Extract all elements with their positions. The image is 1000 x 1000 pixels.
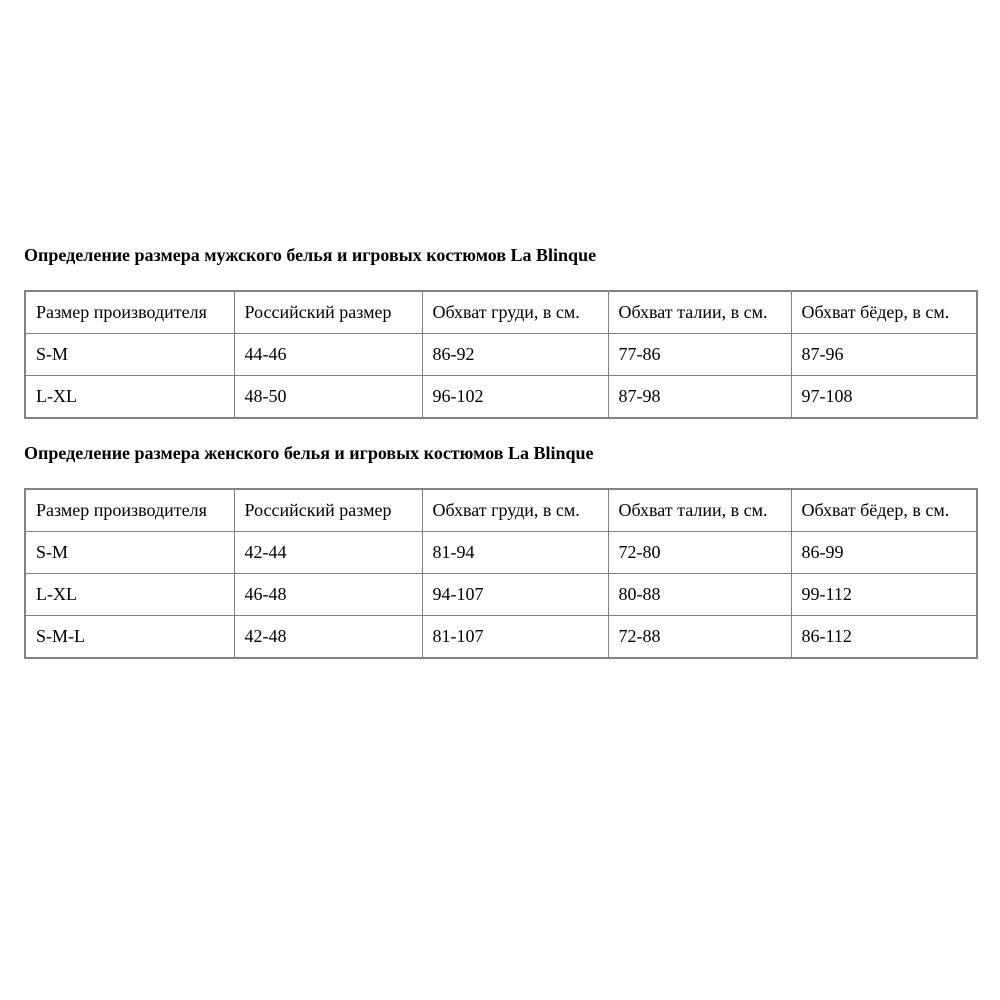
table-row: S-M 42-44 81-94 72-80 86-99 [24,531,978,574]
data-cell: 72-88 [607,615,792,659]
men-table-header-row: Размер производителя Российский размер О… [24,290,978,334]
size-chart-page: Определение размера мужского белья и игр… [24,245,978,659]
header-cell-waist: Обхват талии, в см. [607,290,792,334]
data-cell: 77-86 [607,333,792,376]
data-cell: 48-50 [233,375,423,419]
table-row: L-XL 46-48 94-107 80-88 99-112 [24,573,978,616]
header-cell-chest: Обхват груди, в см. [421,290,609,334]
women-size-table-title: Определение размера женского белья и игр… [24,443,594,463]
header-cell-chest: Обхват груди, в см. [421,488,609,532]
men-size-table-title: Определение размера мужского белья и игр… [24,245,597,265]
men-size-table: Размер производителя Российский размер О… [24,290,978,419]
data-cell: L-XL [24,573,235,616]
data-cell: 86-112 [790,615,978,659]
data-cell: 86-92 [421,333,609,376]
data-cell: S-M-L [24,615,235,659]
table-row: S-M-L 42-48 81-107 72-88 86-112 [24,615,978,659]
header-cell-manufacturer-size: Размер производителя [24,290,235,334]
data-cell: 42-48 [233,615,423,659]
data-cell: 46-48 [233,573,423,616]
data-cell: 86-99 [790,531,978,574]
table-row: L-XL 48-50 96-102 87-98 97-108 [24,375,978,419]
header-cell-russian-size: Российский размер [233,488,423,532]
data-cell: 72-80 [607,531,792,574]
data-cell: 99-112 [790,573,978,616]
women-table-header-row: Размер производителя Российский размер О… [24,488,978,532]
data-cell: 42-44 [233,531,423,574]
header-cell-hips: Обхват бёдер, в см. [790,290,978,334]
header-cell-hips: Обхват бёдер, в см. [790,488,978,532]
data-cell: 96-102 [421,375,609,419]
header-cell-russian-size: Российский размер [233,290,423,334]
header-cell-manufacturer-size: Размер производителя [24,488,235,532]
women-size-table: Размер производителя Российский размер О… [24,488,978,659]
data-cell: 94-107 [421,573,609,616]
data-cell: 81-94 [421,531,609,574]
data-cell: 97-108 [790,375,978,419]
data-cell: 81-107 [421,615,609,659]
data-cell: L-XL [24,375,235,419]
table-row: S-M 44-46 86-92 77-86 87-96 [24,333,978,376]
data-cell: 87-98 [607,375,792,419]
data-cell: 44-46 [233,333,423,376]
data-cell: 80-88 [607,573,792,616]
data-cell: S-M [24,333,235,376]
header-cell-waist: Обхват талии, в см. [607,488,792,532]
data-cell: 87-96 [790,333,978,376]
data-cell: S-M [24,531,235,574]
